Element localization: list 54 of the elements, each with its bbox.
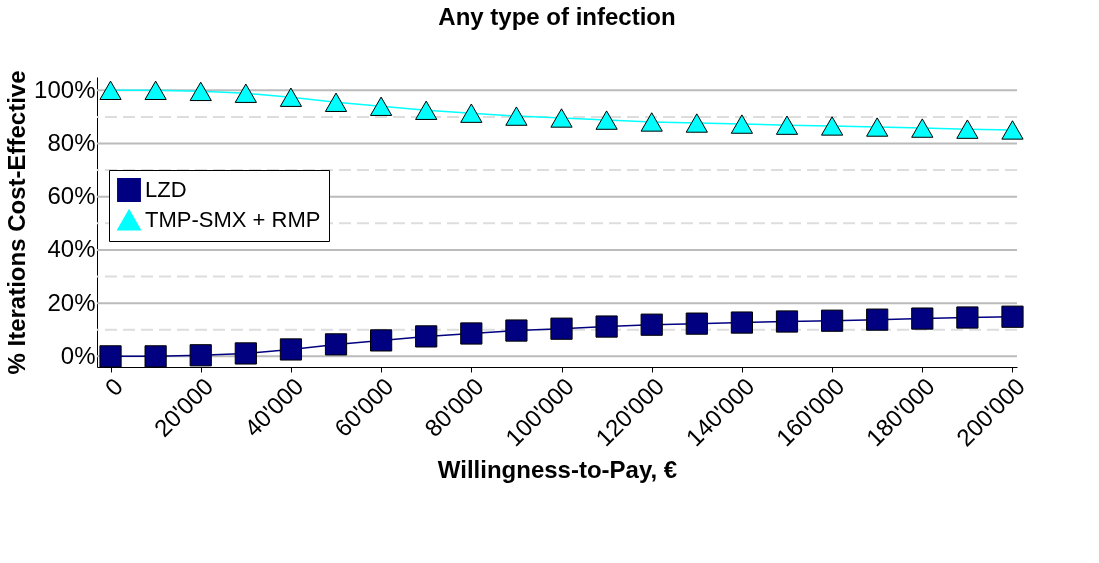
point [866, 308, 889, 331]
point [189, 81, 212, 102]
point [99, 80, 122, 100]
point [460, 322, 483, 345]
point [505, 106, 528, 126]
y-tick-label: 60% [47, 182, 96, 210]
point [820, 309, 844, 332]
point [866, 117, 889, 137]
point [234, 342, 257, 365]
point [820, 116, 844, 136]
point [550, 317, 573, 340]
point [550, 108, 573, 128]
point [144, 80, 167, 100]
point [640, 313, 663, 336]
point [956, 119, 979, 139]
point [279, 87, 303, 107]
y-tick-label: 0% [60, 341, 96, 369]
y-axis-title: % Iterations Cost-Effective [3, 70, 31, 375]
legend-label: LZD [145, 177, 187, 202]
x-tick-label: 0 [99, 372, 128, 401]
point [415, 100, 438, 120]
x-axis-title: Willingness-to-Pay, € [437, 456, 678, 484]
point [685, 312, 708, 335]
point [415, 325, 438, 348]
point [1001, 120, 1024, 140]
point [460, 103, 483, 123]
point [685, 113, 708, 133]
point [595, 315, 618, 338]
point [730, 114, 754, 134]
point [144, 345, 167, 368]
point [911, 307, 934, 330]
point [1001, 305, 1024, 328]
point [730, 311, 754, 334]
point [370, 329, 393, 352]
point [775, 115, 799, 135]
point [324, 333, 348, 356]
point [370, 96, 393, 116]
y-tick-label: 40% [47, 235, 96, 263]
chart-title: Any type of infection [438, 2, 676, 30]
y-tick-label: 20% [47, 288, 96, 316]
point [234, 83, 257, 103]
point [775, 310, 799, 333]
point [189, 344, 212, 367]
point [324, 92, 348, 112]
point [956, 306, 979, 329]
point [640, 112, 663, 132]
y-tick-label: 80% [47, 129, 96, 157]
point [279, 338, 303, 361]
point [595, 110, 618, 130]
point [911, 118, 934, 138]
point [505, 319, 528, 342]
y-tick-label: 100% [34, 75, 96, 103]
point [99, 345, 122, 368]
legend-label: TMP-SMX + RMP [145, 207, 321, 232]
